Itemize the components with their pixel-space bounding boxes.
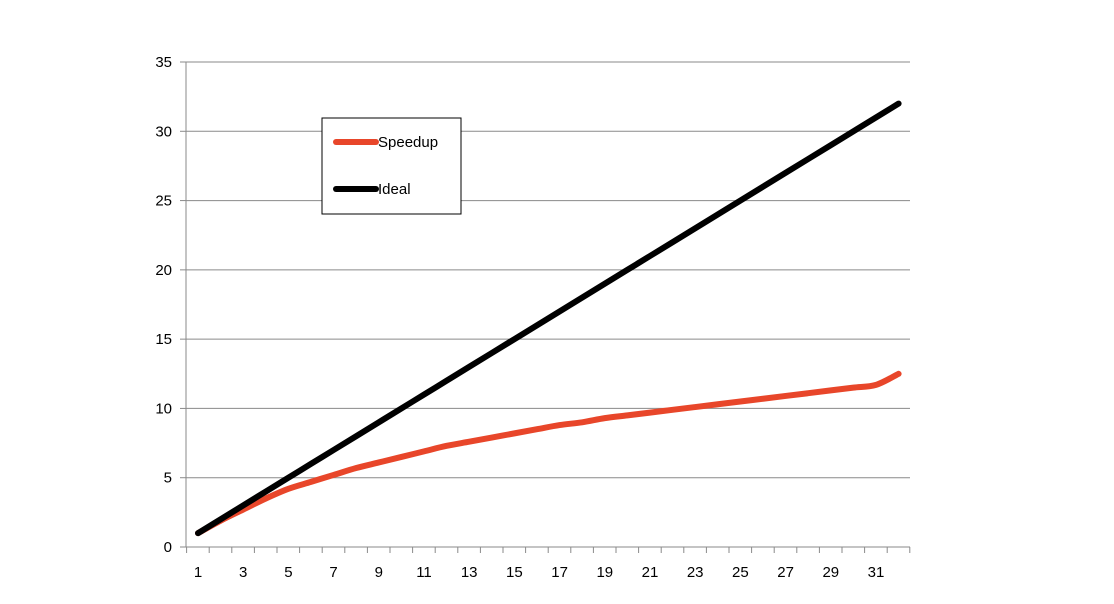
y-tick-label: 15 xyxy=(155,331,172,348)
y-tick-label: 35 xyxy=(155,54,172,71)
x-tick-label: 31 xyxy=(868,564,885,581)
legend: Speedup Ideal xyxy=(321,117,462,215)
legend-box xyxy=(321,117,462,215)
x-tick-label: 23 xyxy=(687,564,704,581)
y-tick-label: 0 xyxy=(164,539,172,556)
x-tick-label: 13 xyxy=(461,564,478,581)
y-tick-label: 30 xyxy=(155,123,172,140)
x-tick-label: 29 xyxy=(822,564,839,581)
x-tick-labels: 1 3 5 7 9 11 13 15 17 19 21 23 25 27 29 31 xyxy=(186,547,911,581)
x-tick-label: 3 xyxy=(239,564,247,581)
y-tick-label: 25 xyxy=(155,193,172,210)
x-tick-label: 19 xyxy=(596,564,613,581)
legend-label-speedup: Speedup xyxy=(378,134,438,151)
x-tick-label: 27 xyxy=(777,564,794,581)
series-line-ideal xyxy=(195,100,902,537)
x-tick-label: 9 xyxy=(375,564,383,581)
x-tick-label: 15 xyxy=(506,564,523,581)
y-tick-label: 5 xyxy=(164,470,172,487)
x-tick-label: 11 xyxy=(416,564,432,581)
x-tick-label: 17 xyxy=(551,564,568,581)
x-tick-label: 25 xyxy=(732,564,749,581)
x-tick-label: 1 xyxy=(194,564,202,581)
series-lines xyxy=(195,100,902,537)
series-line-speedup xyxy=(195,370,902,537)
y-tick-label: 10 xyxy=(155,400,172,417)
x-tick-label: 7 xyxy=(329,564,337,581)
x-tick-label: 21 xyxy=(642,564,659,581)
legend-label-ideal: Ideal xyxy=(378,181,411,198)
gridlines xyxy=(186,61,910,479)
y-tick-label: 20 xyxy=(155,262,172,279)
x-tick-label: 5 xyxy=(284,564,292,581)
y-tick-labels: 0 5 10 15 20 25 30 35 xyxy=(155,54,186,556)
